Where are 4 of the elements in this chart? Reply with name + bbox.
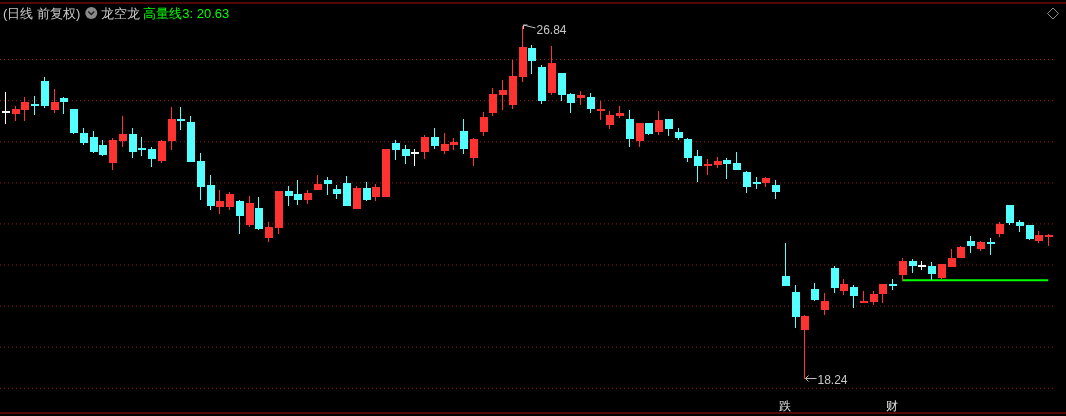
title: (日线 前复权) [3,6,81,21]
annotation: 26.84 [536,23,567,37]
annotation: 18.24 [817,373,848,388]
subtitle: 龙空龙 [101,6,141,21]
